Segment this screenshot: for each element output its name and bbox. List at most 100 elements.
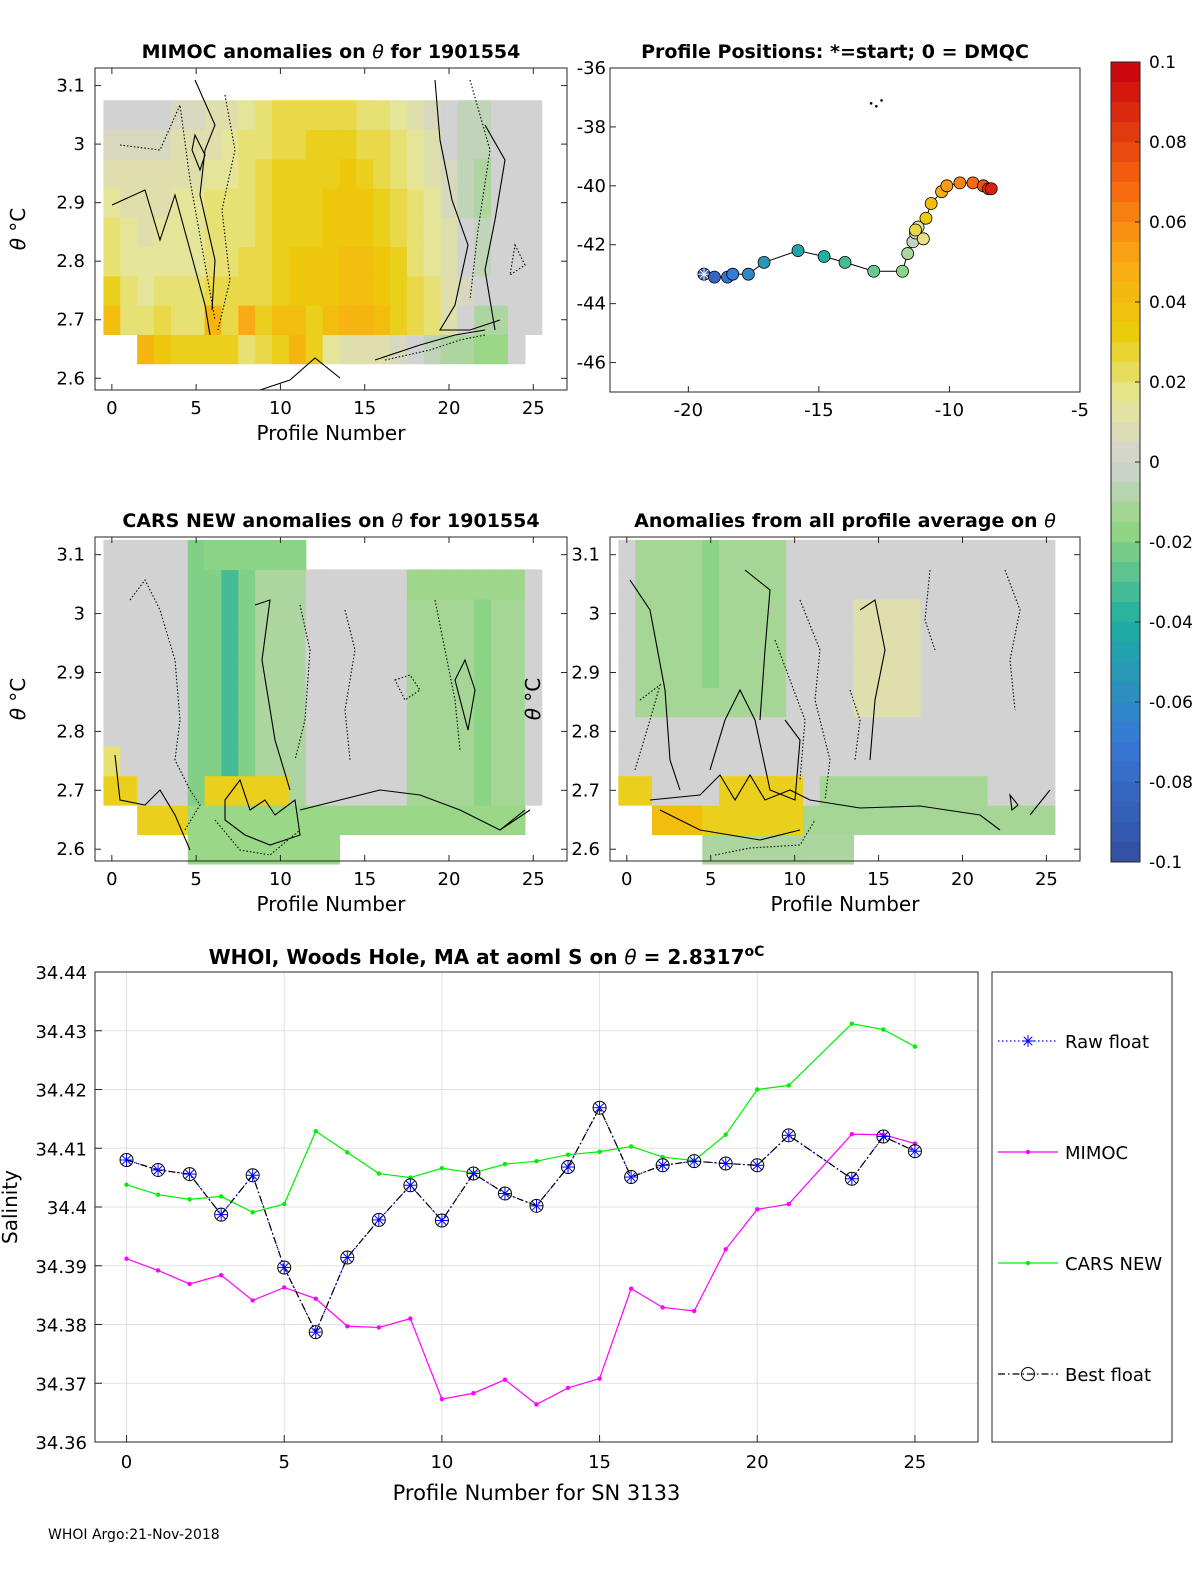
mimoc-cell	[508, 275, 526, 306]
allavg-cell	[970, 628, 989, 659]
mimoc-cell	[288, 275, 307, 306]
cars-cell	[137, 657, 155, 688]
allavg-cell	[618, 569, 636, 600]
colorbar-swatch	[1111, 682, 1140, 703]
mimoc-cell	[390, 305, 408, 335]
colorbar-tick-label: -0.08	[1149, 773, 1193, 793]
profile-position-marker	[817, 250, 831, 263]
allavg-contour	[1029, 789, 1051, 816]
mimoc-cell	[120, 305, 138, 335]
allavg-xtick-label: 10	[783, 869, 806, 890]
cars-cell	[508, 805, 526, 836]
mimoc-cell	[272, 305, 290, 335]
cars-cell	[238, 716, 256, 747]
cars-cell	[373, 657, 391, 688]
cars-cell	[373, 569, 391, 600]
salinity-ytick-label: 34.41	[35, 1139, 87, 1160]
allavg-cell	[1004, 716, 1022, 747]
mimoc-cell	[137, 158, 155, 189]
cars-cell	[272, 746, 290, 777]
cars-cell	[322, 628, 341, 659]
allavg-cell	[987, 598, 1006, 629]
mimoc-point	[345, 1324, 350, 1329]
mimoc-cell	[423, 275, 442, 306]
raw-float-point	[910, 1146, 920, 1156]
allavg-cell	[803, 687, 821, 718]
cars-cell	[423, 628, 442, 659]
best-float-point	[497, 1186, 512, 1201]
mimoc-cell	[440, 129, 459, 160]
mimoc-cell	[170, 158, 189, 189]
profile-position-marker	[919, 211, 933, 225]
allavg-cell	[819, 716, 838, 747]
mimoc-cell	[406, 188, 425, 218]
allavg-cell	[1038, 775, 1056, 806]
allavg-cell	[903, 657, 922, 688]
cars-cell	[238, 687, 256, 718]
profile-position-marker	[909, 223, 922, 237]
mimoc-cell	[474, 217, 492, 248]
mimoc-cell	[154, 246, 172, 277]
allavg-cell	[651, 539, 670, 570]
mimoc-point	[597, 1376, 602, 1381]
mimoc-cell	[474, 275, 492, 306]
cars-cell	[474, 687, 492, 718]
positions-ytick-label: -40	[577, 176, 606, 197]
cars-series-line	[126, 1023, 916, 1213]
salinity-legend	[991, 971, 1173, 1443]
allavg-cell	[870, 775, 888, 806]
mimoc-title: MIMOC anomalies on θ for 1901554	[142, 41, 521, 63]
allavg-contour	[659, 809, 801, 841]
allavg-ytick-label: 2.9	[571, 662, 600, 683]
allavg-cell	[735, 539, 754, 570]
salinity-ytick-label: 34.43	[35, 1022, 87, 1043]
colorbar-swatch	[1111, 402, 1140, 423]
salinity-ytick-label: 34.42	[35, 1081, 87, 1102]
cars-point	[502, 1161, 508, 1167]
cars-cell	[103, 687, 121, 718]
cars-point	[565, 1152, 571, 1157]
allavg-cell	[870, 539, 888, 570]
cars-cell	[103, 746, 121, 777]
raw-float-point	[689, 1156, 699, 1166]
raw-float-point	[374, 1215, 384, 1225]
cars-cell	[272, 716, 290, 747]
cars-cell	[508, 657, 526, 688]
profile-position-marker	[791, 244, 805, 258]
colorbar-tick-label: -0.06	[1149, 693, 1193, 713]
cars-point	[628, 1144, 634, 1149]
cars-cell	[221, 834, 239, 865]
colorbar-swatch	[1111, 762, 1140, 783]
start-star	[699, 269, 709, 279]
allavg-cell	[702, 539, 720, 570]
mimoc-cell	[288, 188, 307, 218]
cars-cell	[120, 746, 138, 777]
mimoc-cell	[491, 217, 509, 248]
cars-cell	[440, 687, 459, 718]
cars-cell	[255, 805, 273, 836]
mimoc-cell	[524, 217, 543, 248]
raw-float-point	[721, 1158, 731, 1169]
cars-cell	[423, 569, 442, 600]
allavg-cell	[1004, 598, 1022, 629]
colorbar-swatch	[1111, 62, 1140, 83]
allavg-cell	[719, 657, 737, 688]
cars-cell	[508, 569, 526, 600]
mimoc-point	[691, 1308, 697, 1314]
cars-cell	[356, 716, 374, 747]
mimoc-cell	[103, 188, 121, 218]
cars-cell	[491, 628, 509, 659]
mimoc-cell	[137, 305, 155, 335]
allavg-cell	[685, 569, 703, 600]
allavg-cell	[1038, 746, 1056, 777]
allavg-cell	[836, 687, 854, 718]
mimoc-point	[723, 1247, 728, 1252]
cars-cell	[170, 805, 189, 836]
allavg-cell	[668, 539, 687, 570]
cars-cell	[339, 628, 357, 659]
mimoc-cell	[103, 158, 121, 189]
mimoc-cell	[154, 100, 172, 131]
mimoc-xtick-label: 5	[190, 398, 201, 419]
allavg-cell	[954, 628, 972, 659]
mimoc-cell	[474, 188, 492, 218]
